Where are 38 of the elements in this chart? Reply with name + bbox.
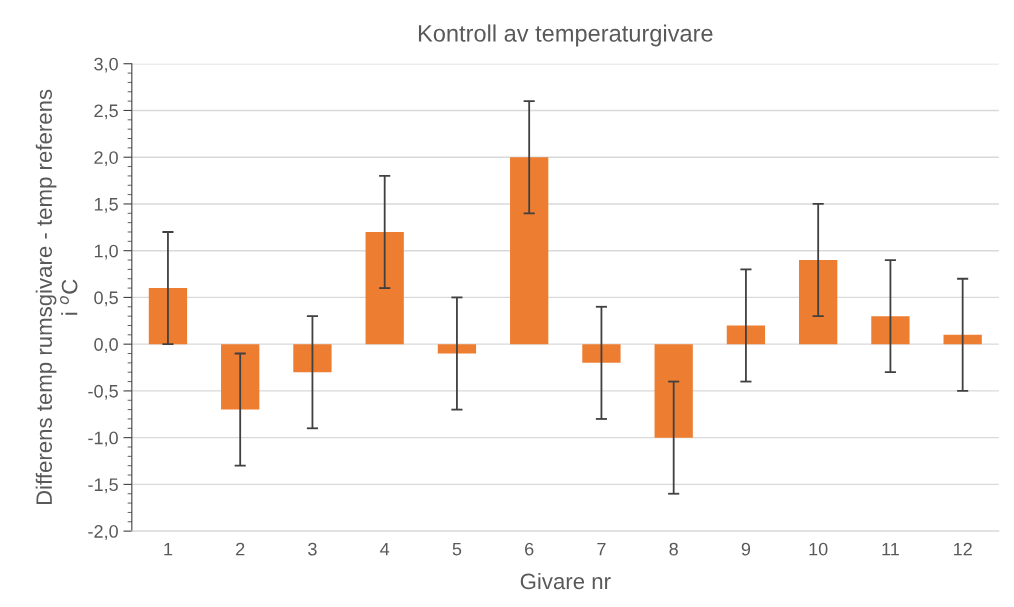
y-tick-label: 2,0 bbox=[94, 151, 118, 167]
x-tick-label: 10 bbox=[809, 542, 828, 556]
x-tick-label: 2 bbox=[236, 542, 245, 556]
bar bbox=[148, 288, 188, 345]
bar bbox=[293, 344, 332, 373]
y-axis-title: Differens temp rumsgivare - temp referens i $^{o}$C bbox=[35, 89, 78, 505]
y-tick-label: 0,5 bbox=[94, 291, 118, 307]
bar bbox=[726, 325, 766, 345]
x-tick-label: 12 bbox=[954, 542, 972, 556]
x-tick-label: 8 bbox=[669, 542, 678, 556]
bar bbox=[221, 344, 260, 410]
y-tick-label: 3,0 bbox=[94, 57, 118, 73]
x-tick-label: 6 bbox=[525, 542, 534, 556]
bar bbox=[365, 232, 404, 345]
y-tick-label: -1,5 bbox=[88, 478, 118, 494]
y-tick-label: 0,0 bbox=[94, 338, 118, 354]
chart-title: Kontroll av temperaturgivare bbox=[418, 24, 713, 47]
bar bbox=[437, 344, 477, 354]
x-tick-label: 7 bbox=[597, 542, 606, 556]
y-tick-label: -2,0 bbox=[88, 525, 118, 540]
bar bbox=[654, 344, 693, 438]
bar bbox=[799, 260, 838, 345]
y-tick-label: -0,5 bbox=[88, 384, 118, 400]
x-tick-label: 11 bbox=[882, 542, 899, 556]
x-tick-label: 1 bbox=[164, 542, 173, 556]
y-tick-label: -1,0 bbox=[88, 431, 118, 447]
x-tick-label: 5 bbox=[452, 542, 462, 556]
bar bbox=[871, 316, 910, 345]
y-tick-label: 2,5 bbox=[94, 104, 118, 120]
x-tick-label: 3 bbox=[308, 542, 317, 556]
x-tick-label: 9 bbox=[741, 542, 751, 556]
y-tick-label: 1,5 bbox=[94, 198, 118, 213]
x-tick-label: 4 bbox=[380, 542, 390, 556]
bar bbox=[582, 344, 621, 363]
x-axis-title: Givare nr bbox=[520, 572, 611, 590]
bar bbox=[510, 157, 549, 345]
bar bbox=[943, 334, 982, 345]
y-tick-label: 1,0 bbox=[94, 244, 118, 260]
